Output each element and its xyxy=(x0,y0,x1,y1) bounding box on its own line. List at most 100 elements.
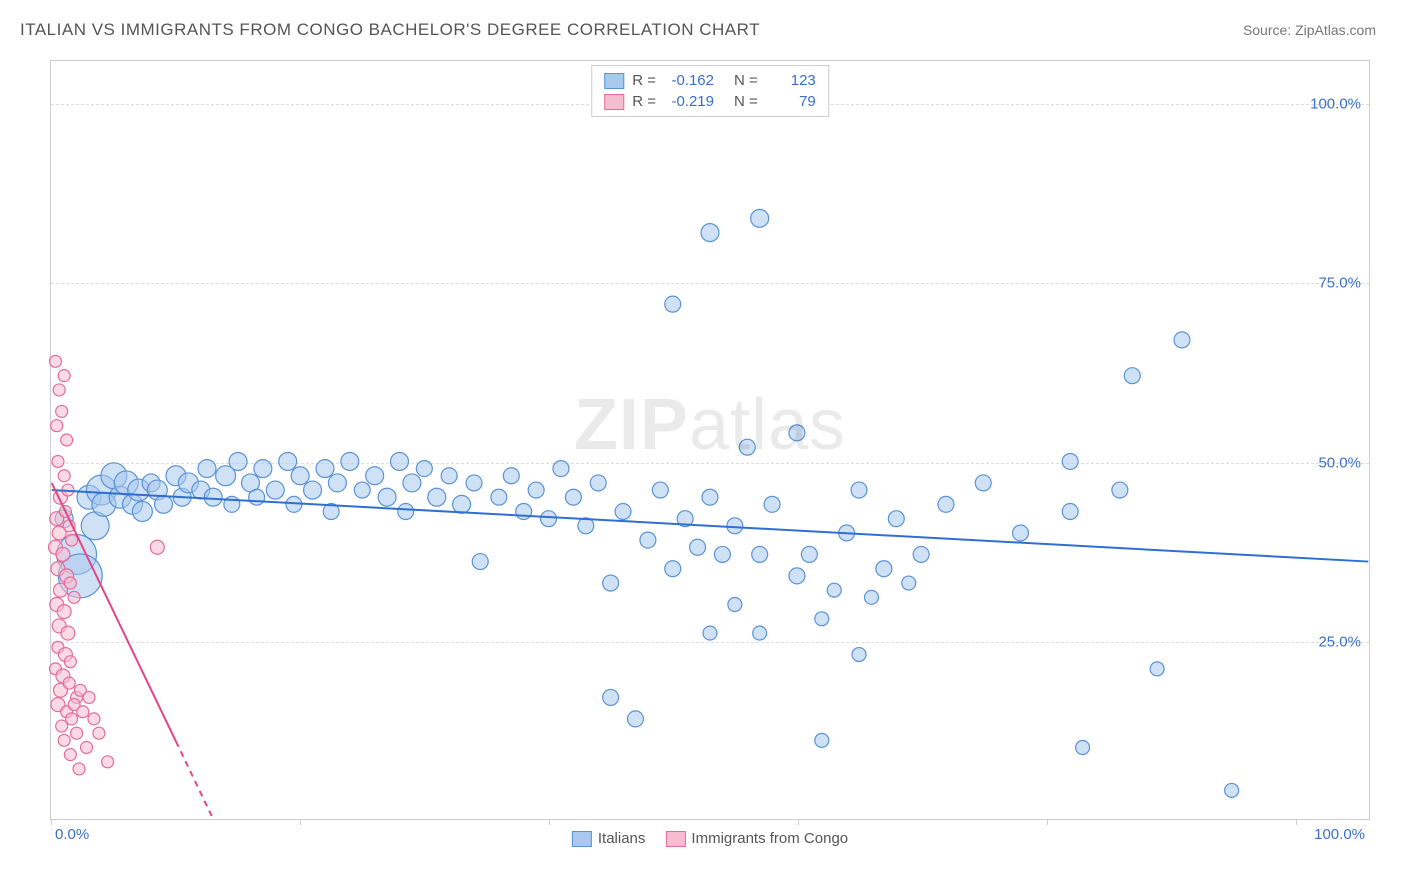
r-label: R = xyxy=(632,72,656,89)
data-point-congo xyxy=(56,405,68,417)
data-point-italians xyxy=(665,561,681,577)
data-point-italians xyxy=(1062,504,1078,520)
data-point-italians xyxy=(753,626,767,640)
data-point-italians xyxy=(815,612,829,626)
data-point-italians xyxy=(1150,662,1164,676)
data-point-italians xyxy=(714,546,730,562)
data-point-italians xyxy=(615,504,631,520)
data-point-italians xyxy=(428,488,446,506)
data-point-italians xyxy=(341,452,359,470)
x-tick xyxy=(549,819,550,825)
data-point-italians xyxy=(553,461,569,477)
data-point-italians xyxy=(728,597,742,611)
data-point-congo xyxy=(57,605,71,619)
series-legend: Italians Immigrants from Congo xyxy=(572,830,848,847)
data-point-italians xyxy=(198,460,216,478)
data-point-congo xyxy=(52,455,64,467)
x-tick xyxy=(798,819,799,825)
data-point-italians xyxy=(727,518,743,534)
data-point-italians xyxy=(1062,453,1078,469)
data-point-italians xyxy=(453,495,471,513)
data-point-congo xyxy=(81,742,93,754)
chart-plot-area: 25.0%50.0%75.0%100.0% ZIPatlas R =-0.162… xyxy=(50,60,1370,820)
data-point-italians xyxy=(752,546,768,562)
x-tick xyxy=(300,819,301,825)
data-point-congo xyxy=(56,547,70,561)
data-point-italians xyxy=(603,689,619,705)
data-point-congo xyxy=(66,534,78,546)
data-point-congo xyxy=(61,626,75,640)
correlation-stats-legend: R =-0.162N =123R =-0.219N =79 xyxy=(591,65,829,117)
series-swatch xyxy=(604,73,624,89)
legend-label: Italians xyxy=(598,830,646,847)
data-point-italians xyxy=(491,489,507,505)
data-point-congo xyxy=(66,713,78,725)
data-point-italians xyxy=(975,475,991,491)
data-point-italians xyxy=(913,546,929,562)
x-tick xyxy=(51,819,52,825)
data-point-congo xyxy=(71,727,83,739)
data-point-congo xyxy=(88,713,100,725)
data-point-italians xyxy=(702,489,718,505)
data-point-italians xyxy=(316,460,334,478)
data-point-italians xyxy=(403,474,421,492)
legend-swatch xyxy=(665,831,685,847)
data-point-italians xyxy=(366,467,384,485)
data-point-congo xyxy=(61,434,73,446)
trend-line-dashed-congo xyxy=(176,741,213,819)
data-point-italians xyxy=(864,590,878,604)
data-point-italians xyxy=(827,583,841,597)
data-point-italians xyxy=(441,468,457,484)
r-value: -0.162 xyxy=(664,72,714,89)
data-point-italians xyxy=(565,489,581,505)
legend-item: Immigrants from Congo xyxy=(665,830,848,847)
data-point-italians xyxy=(628,711,644,727)
data-point-italians xyxy=(266,481,284,499)
legend-label: Immigrants from Congo xyxy=(691,830,848,847)
r-label: R = xyxy=(632,93,656,110)
n-value: 123 xyxy=(766,72,816,89)
data-point-italians xyxy=(703,626,717,640)
data-point-italians xyxy=(852,648,866,662)
data-point-italians xyxy=(590,475,606,491)
data-point-italians xyxy=(466,475,482,491)
data-point-italians xyxy=(851,482,867,498)
data-point-congo xyxy=(93,727,105,739)
data-point-italians xyxy=(541,511,557,527)
data-point-italians xyxy=(291,467,309,485)
data-point-italians xyxy=(503,468,519,484)
data-point-italians xyxy=(603,575,619,591)
data-point-italians xyxy=(229,452,247,470)
data-point-italians xyxy=(528,482,544,498)
data-point-italians xyxy=(132,502,152,522)
data-point-congo xyxy=(83,691,95,703)
data-point-congo xyxy=(102,756,114,768)
data-point-italians xyxy=(1124,368,1140,384)
data-point-italians xyxy=(254,460,272,478)
data-point-italians xyxy=(391,452,409,470)
x-axis-max-label: 100.0% xyxy=(1314,826,1365,843)
data-point-italians xyxy=(640,532,656,548)
data-point-italians xyxy=(304,481,322,499)
x-axis-min-label: 0.0% xyxy=(55,826,89,843)
legend-swatch xyxy=(572,831,592,847)
data-point-italians xyxy=(801,546,817,562)
data-point-congo xyxy=(53,384,65,396)
data-point-italians xyxy=(398,504,414,520)
data-point-congo xyxy=(68,591,80,603)
data-point-italians xyxy=(888,511,904,527)
data-point-italians xyxy=(876,561,892,577)
data-point-italians xyxy=(938,496,954,512)
source-attribution: Source: ZipAtlas.com xyxy=(1243,22,1376,38)
data-point-italians xyxy=(328,474,346,492)
data-point-congo xyxy=(49,355,61,367)
data-point-congo xyxy=(64,656,76,668)
chart-title: ITALIAN VS IMMIGRANTS FROM CONGO BACHELO… xyxy=(20,20,760,40)
data-point-italians xyxy=(249,489,265,505)
data-point-italians xyxy=(1013,525,1029,541)
data-point-congo xyxy=(77,706,89,718)
data-point-italians xyxy=(902,576,916,590)
data-point-italians xyxy=(764,496,780,512)
stats-row: R =-0.162N =123 xyxy=(604,70,816,91)
data-point-congo xyxy=(58,470,70,482)
